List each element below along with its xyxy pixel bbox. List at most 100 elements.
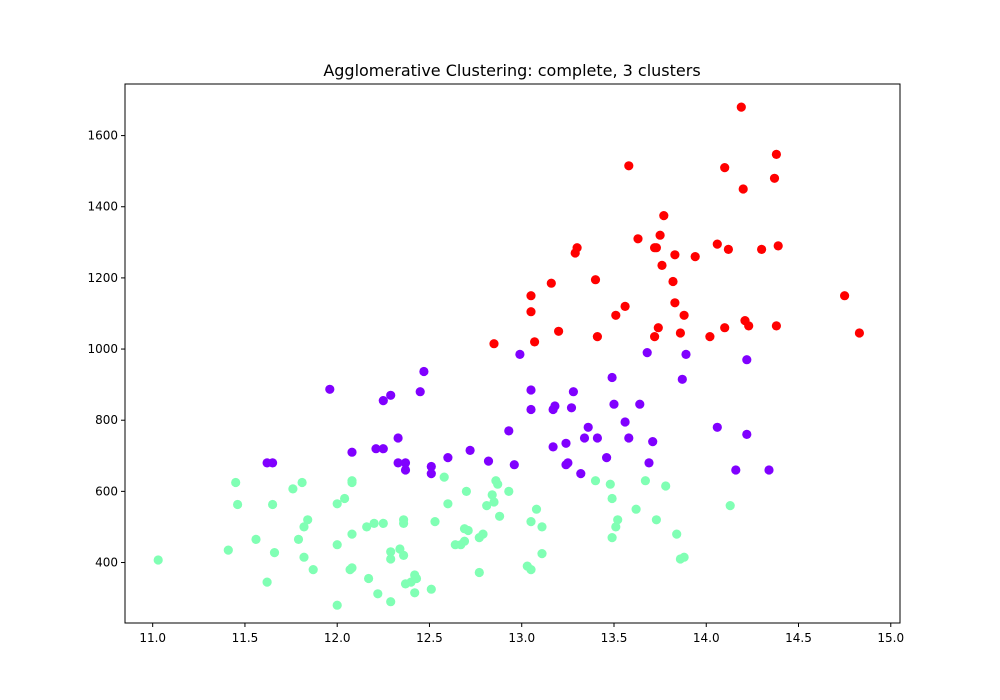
cluster-0-point — [679, 310, 689, 320]
cluster-2-point — [399, 550, 409, 561]
y-tick-label: 600 — [95, 484, 118, 498]
cluster-2-point — [537, 549, 547, 559]
cluster-0-point — [590, 275, 601, 285]
cluster-0-point — [653, 323, 663, 333]
cluster-0-point — [530, 337, 540, 347]
cluster-0-point — [624, 161, 634, 171]
cluster-1-point — [509, 460, 519, 470]
cluster-0-point — [771, 321, 782, 331]
cluster-0-point — [757, 244, 767, 254]
cluster-2-point — [640, 476, 651, 486]
cluster-2-point — [332, 499, 342, 509]
cluster-1-point — [443, 453, 453, 463]
cluster-2-point — [362, 522, 372, 532]
cluster-1-point — [526, 404, 536, 415]
cluster-2-point — [297, 477, 307, 488]
cluster-2-point — [537, 522, 547, 532]
cluster-1-point — [568, 387, 579, 397]
cluster-2-point — [725, 501, 735, 511]
cluster-0-point — [675, 328, 686, 338]
cluster-2-point — [347, 563, 357, 573]
x-tick-label: 11.0 — [139, 631, 166, 645]
cluster-2-point — [269, 548, 280, 558]
y-tick-label: 800 — [95, 413, 118, 427]
plot-frame — [124, 83, 901, 624]
cluster-1-point — [642, 348, 652, 358]
chart-title: Agglomerative Clustering: complete, 3 cl… — [323, 61, 700, 80]
x-tick-label: 14.5 — [785, 631, 812, 645]
cluster-0-point — [738, 184, 748, 194]
cluster-0-point — [554, 326, 564, 336]
cluster-1-point — [635, 399, 645, 409]
cluster-1-point — [561, 438, 571, 448]
x-tick-label: 12.0 — [324, 631, 351, 645]
cluster-2-point — [439, 472, 449, 482]
cluster-1-point — [602, 453, 612, 463]
cluster-2-point — [679, 552, 689, 562]
cluster-2-point — [463, 525, 473, 536]
cluster-0-point — [712, 239, 722, 249]
cluster-2-point — [386, 554, 396, 564]
cluster-1-point — [515, 349, 525, 359]
cluster-2-point — [378, 518, 388, 529]
cluster-0-point — [854, 328, 865, 338]
y-tick-label: 1400 — [87, 200, 118, 214]
cluster-2-point — [268, 499, 278, 510]
cluster-1-point — [386, 390, 396, 400]
cluster-2-point — [308, 565, 318, 575]
cluster-1-point — [548, 442, 558, 452]
cluster-2-point — [504, 486, 514, 496]
cluster-2-point — [474, 567, 484, 578]
cluster-1-point — [607, 372, 617, 383]
cluster-2-point — [430, 517, 440, 527]
cluster-1-point — [371, 444, 381, 454]
cluster-1-point — [576, 469, 586, 479]
cluster-1-point — [583, 422, 593, 432]
cluster-1-point — [400, 458, 411, 468]
cluster-2-point — [399, 515, 409, 525]
cluster-0-point — [489, 339, 499, 349]
cluster-0-point — [771, 149, 782, 159]
cluster-0-point — [526, 307, 536, 317]
cluster-1-point — [347, 447, 357, 457]
cluster-1-point — [378, 444, 388, 454]
cluster-0-point — [611, 310, 621, 320]
cluster-1-point — [579, 433, 590, 443]
cluster-0-point — [659, 211, 669, 221]
cluster-0-point — [651, 243, 662, 253]
cluster-2-point — [262, 577, 272, 587]
cluster-2-point — [410, 588, 420, 598]
cluster-0-point — [736, 102, 746, 112]
cluster-1-point — [465, 445, 475, 455]
cluster-2-point — [347, 529, 357, 539]
cluster-2-point — [607, 533, 617, 543]
cluster-2-point — [332, 600, 342, 610]
cluster-2-point — [482, 501, 492, 511]
cluster-2-point — [332, 540, 342, 550]
cluster-0-point — [744, 321, 754, 331]
cluster-2-point — [153, 555, 163, 565]
cluster-1-point — [504, 426, 514, 436]
cluster-0-point — [773, 241, 783, 251]
cluster-1-point — [563, 458, 573, 468]
cluster-1-point — [624, 433, 634, 443]
cluster-1-point — [648, 437, 658, 447]
y-tick-label: 1200 — [87, 271, 118, 285]
cluster-1-point — [742, 429, 752, 439]
cluster-0-point — [723, 244, 734, 254]
y-tick-label: 1600 — [87, 129, 118, 143]
cluster-2-point — [651, 515, 662, 525]
cluster-2-point — [493, 479, 503, 489]
cluster-0-point — [570, 248, 580, 258]
cluster-1-point — [592, 433, 603, 443]
cluster-2-point — [426, 584, 436, 594]
cluster-2-point — [590, 476, 601, 486]
cluster-0-point — [705, 332, 715, 342]
cluster-1-point — [268, 458, 278, 468]
cluster-2-point — [459, 536, 470, 546]
cluster-0-point — [769, 173, 780, 183]
cluster-0-point — [670, 298, 680, 308]
cluster-2-point — [487, 490, 497, 500]
x-tick-label: 13.0 — [508, 631, 535, 645]
